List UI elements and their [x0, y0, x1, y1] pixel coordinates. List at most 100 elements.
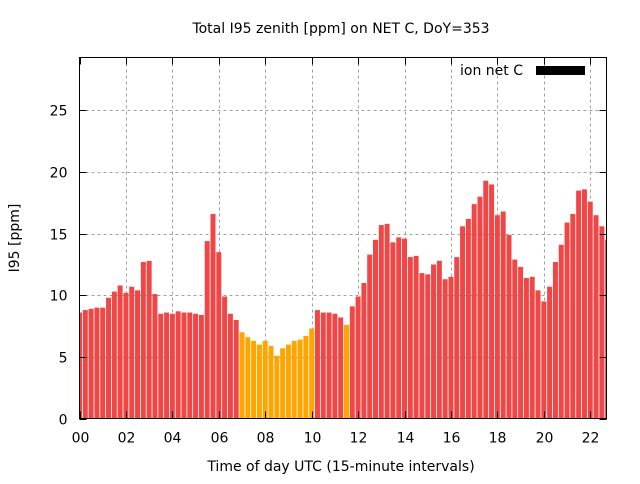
bar: [471, 204, 477, 419]
bar: [268, 345, 274, 419]
bar: [552, 262, 558, 419]
x-tick-label: 06: [211, 431, 229, 447]
bar: [309, 328, 315, 419]
bar: [605, 239, 607, 419]
bar: [564, 222, 570, 419]
bar: [158, 313, 164, 419]
y-axis-label: I95 [ppm]: [7, 204, 23, 273]
x-tick-label: 16: [443, 431, 461, 447]
bar: [233, 319, 239, 419]
bar: [222, 296, 228, 419]
x-tick-label: 12: [350, 431, 368, 447]
bar: [175, 311, 181, 419]
bar: [425, 274, 431, 419]
bar: [523, 278, 529, 419]
x-tick-label: 14: [397, 431, 415, 447]
x-tick-label: 10: [304, 431, 322, 447]
bar: [587, 201, 593, 419]
x-tick-label: 20: [536, 431, 554, 447]
x-tick-label: 18: [489, 431, 507, 447]
bar: [181, 312, 187, 419]
bar: [285, 344, 291, 419]
y-tick-label: 0: [59, 413, 68, 429]
bar: [88, 308, 94, 419]
bar: [245, 337, 251, 419]
y-tick-label: 20: [50, 166, 68, 182]
bar: [431, 264, 437, 419]
bar: [338, 317, 344, 419]
y-tick-label: 10: [50, 289, 68, 305]
bar: [570, 213, 576, 419]
bar: [506, 234, 512, 419]
bar: [460, 226, 466, 419]
bar: [135, 290, 141, 419]
bar: [204, 241, 210, 419]
bar: [187, 312, 193, 419]
bar: [106, 297, 112, 419]
y-tick-label: 25: [50, 104, 68, 120]
bar: [576, 190, 582, 419]
bar: [593, 215, 599, 419]
bar: [297, 339, 303, 419]
bar: [361, 282, 367, 419]
bar: [332, 313, 338, 419]
legend: ion net C: [460, 63, 585, 79]
bar: [274, 355, 280, 419]
bar: [489, 184, 495, 419]
bar: [146, 260, 152, 419]
bar: [465, 218, 471, 419]
bar: [111, 291, 117, 419]
x-tick-label: 02: [118, 431, 136, 447]
bar: [100, 307, 106, 419]
bar: [407, 257, 413, 419]
bar: [280, 348, 286, 419]
bar: [82, 310, 88, 419]
bar: [291, 340, 297, 419]
bar: [193, 313, 199, 419]
bar: [535, 290, 541, 419]
bar: [373, 239, 378, 419]
x-axis-label: Time of day UTC (15-minute intervals): [206, 459, 474, 475]
bar: [262, 340, 268, 419]
bar: [320, 312, 326, 419]
bar: [210, 213, 216, 419]
bar: [117, 285, 123, 419]
bar: [483, 180, 489, 419]
bar: [152, 294, 158, 419]
bar: [326, 312, 332, 419]
bar: [413, 255, 419, 419]
x-tick-label: 04: [164, 431, 182, 447]
bar: [256, 344, 262, 419]
bar: [343, 324, 349, 419]
bar: [140, 262, 146, 419]
bar: [541, 301, 547, 419]
bar: [349, 306, 355, 419]
bar: [251, 340, 257, 419]
bar: [198, 315, 204, 419]
bar: [79, 312, 82, 419]
bar: [494, 215, 500, 419]
bar: [239, 332, 245, 419]
bar: [396, 237, 402, 419]
bar: [164, 312, 170, 419]
bar: [216, 252, 222, 419]
bar: [378, 225, 384, 419]
bar: [547, 286, 553, 419]
bar: [367, 254, 373, 419]
chart-title: Total I95 zenith [ppm] on NET C, DoY=353: [191, 21, 489, 37]
bar: [402, 238, 408, 419]
bar: [512, 259, 518, 419]
bar: [390, 242, 396, 419]
y-tick-label: 5: [59, 351, 68, 367]
bars: [79, 180, 607, 419]
bar: [442, 279, 448, 419]
bar: [169, 313, 175, 419]
bar: [529, 276, 535, 419]
bar: [448, 276, 454, 419]
bar: [581, 189, 587, 419]
legend-label: ion net C: [460, 63, 523, 79]
bar: [454, 257, 460, 419]
x-tick-label: 22: [582, 431, 600, 447]
bar: [303, 335, 309, 419]
